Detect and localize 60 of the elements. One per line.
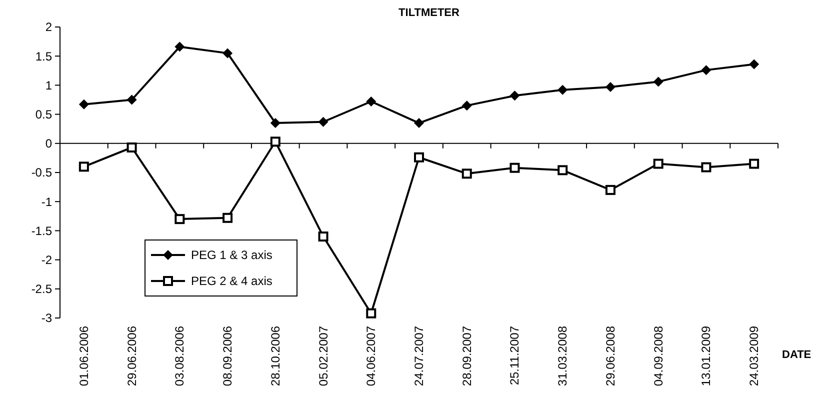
x-tick-label: 04.06.2007 xyxy=(364,326,378,386)
point xyxy=(414,152,424,162)
x-tick-label: 24.07.2007 xyxy=(412,326,426,386)
point xyxy=(558,165,568,176)
point xyxy=(126,142,137,152)
y-tick-label: 0 xyxy=(45,136,52,151)
point xyxy=(558,84,568,95)
x-tick-label: 25.11.2007 xyxy=(508,326,522,386)
y-tick-label: -1 xyxy=(41,194,52,209)
legend-label: PEG 2 & 4 axis xyxy=(191,274,272,288)
x-tick-label: 29.06.2006 xyxy=(124,326,139,386)
point xyxy=(510,162,520,173)
point xyxy=(701,65,712,76)
point xyxy=(222,48,233,58)
y-tick-label: 0.5 xyxy=(35,108,52,122)
point xyxy=(462,100,472,111)
point xyxy=(318,116,328,127)
x-tick-label: 31.03.2008 xyxy=(556,326,570,386)
point xyxy=(462,168,472,179)
point xyxy=(366,96,376,106)
point xyxy=(605,184,616,195)
x-tick-label: 28.10.2006 xyxy=(268,326,282,386)
point xyxy=(174,42,185,52)
x-tick-label: 24.03.2009 xyxy=(747,326,762,386)
point xyxy=(653,76,664,87)
x-tick-label: 28.09.2007 xyxy=(460,326,474,386)
point xyxy=(318,232,328,242)
y-tick-label: -2.5 xyxy=(31,282,52,296)
point xyxy=(270,118,280,128)
point xyxy=(749,59,760,70)
point xyxy=(605,82,616,92)
point xyxy=(222,212,233,223)
y-tick-label: 1.5 xyxy=(35,49,52,64)
y-tick-label: -1.5 xyxy=(31,224,52,238)
x-tick-label: 01.06.2006 xyxy=(76,326,91,386)
y-tick-label: -0.5 xyxy=(31,166,52,180)
point xyxy=(174,214,185,224)
point xyxy=(414,118,424,128)
point xyxy=(78,99,89,110)
x-tick-label: 03.08.2006 xyxy=(172,326,187,386)
x-tick-label: 04.09.2008 xyxy=(651,326,666,386)
point xyxy=(749,158,760,169)
x-tick-label: 29.06.2008 xyxy=(603,326,618,386)
y-tick-label: 2 xyxy=(45,20,52,34)
point xyxy=(270,136,280,147)
chart-title: TILTMETER xyxy=(398,7,460,19)
x-tick-label: 05.02.2007 xyxy=(316,326,330,386)
point xyxy=(701,162,712,172)
y-tick-label: -2 xyxy=(41,253,52,267)
point xyxy=(126,94,137,105)
x-tick-label: 08.09.2006 xyxy=(220,326,235,386)
y-tick-label: -3 xyxy=(41,311,52,326)
legend-label: PEG 1 & 3 axis xyxy=(191,248,272,262)
point xyxy=(510,90,520,101)
x-axis-title: DATE xyxy=(782,349,812,361)
point xyxy=(653,158,664,169)
x-tick-label: 13.01.2009 xyxy=(699,326,714,386)
point xyxy=(78,162,89,172)
point xyxy=(366,308,376,318)
y-tick-label: 1 xyxy=(45,78,52,92)
